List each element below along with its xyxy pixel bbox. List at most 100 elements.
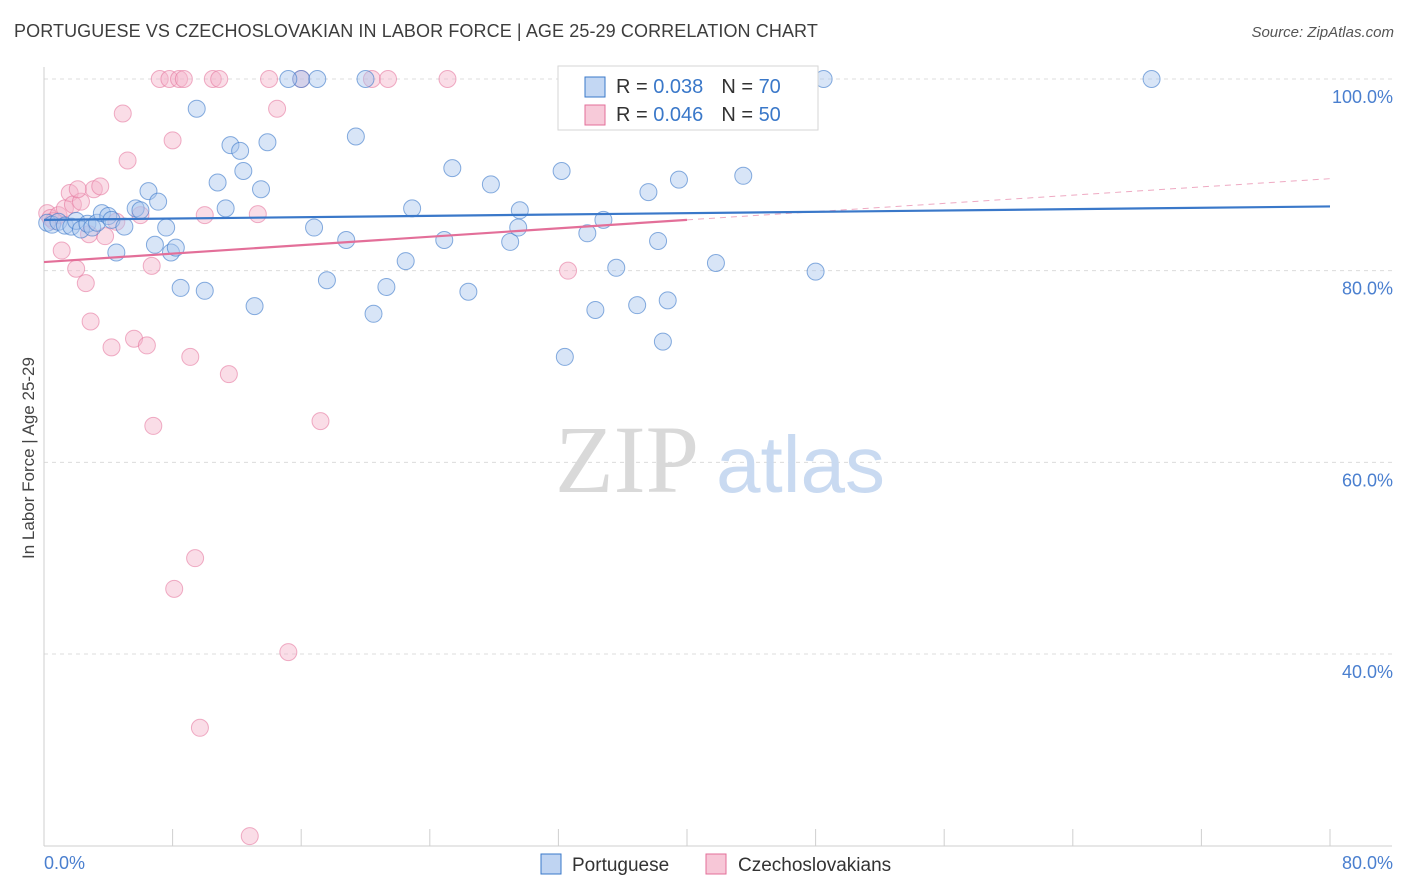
portuguese-point (806, 262, 825, 281)
chart-source: Source: ZipAtlas.com (1251, 24, 1394, 41)
czechoslovakians-point (379, 70, 398, 88)
czechoslovakians-point (240, 827, 259, 846)
portuguese-point (669, 170, 688, 189)
czechoslovakians-point (170, 70, 189, 88)
czechoslovakians-point (163, 131, 182, 150)
czechoslovakians-point (203, 70, 222, 88)
portuguese-point (443, 159, 462, 178)
chart-title: PORTUGUESE VS CZECHOSLOVAKIAN IN LABOR F… (14, 21, 818, 41)
legend-stats-text: R = 0.046 N = 50 (616, 104, 781, 126)
portuguese-point (67, 211, 86, 230)
czechoslovakians-point (160, 70, 179, 88)
czechoslovakians-point (81, 312, 100, 331)
portuguese-point (195, 281, 214, 300)
portuguese-point (435, 231, 454, 249)
y-tick-label: 100.0% (1332, 87, 1393, 107)
portuguese-point (166, 238, 185, 257)
czechoslovakians-point (174, 70, 193, 88)
portuguese-point (607, 258, 626, 277)
czechoslovakians-point (91, 177, 110, 196)
czechoslovakians-point (195, 206, 214, 225)
portuguese-point (658, 291, 677, 310)
czechoslovakians-point (118, 151, 137, 170)
czechoslovakians-point (67, 259, 86, 278)
portuguese-point (187, 99, 206, 118)
legend-swatch (584, 76, 606, 98)
trend-lines (43, 178, 1331, 264)
portuguese-point (305, 218, 324, 237)
czechoslovakians-point (219, 365, 238, 384)
portuguese-point (252, 180, 271, 199)
series-czechoslovakians (38, 70, 578, 846)
czechoslovakians-point (311, 412, 330, 431)
portuguese-point (509, 218, 528, 237)
portuguese-point (208, 173, 227, 192)
czechoslovakians-point (68, 180, 87, 199)
portuguese-point (377, 277, 396, 296)
portuguese-point (157, 218, 176, 237)
portuguese-point (639, 183, 658, 202)
czechoslovakians-point (52, 241, 71, 260)
y-tick-label: 40.0% (1342, 662, 1393, 682)
axes (43, 67, 1392, 847)
czechoslovakians-trend-line (43, 218, 688, 264)
portuguese-point (258, 133, 277, 152)
portuguese-point (510, 201, 529, 220)
portuguese-point (346, 127, 365, 146)
czechoslovakians-point (438, 70, 457, 88)
portuguese-point (459, 282, 478, 301)
portuguese-point (279, 70, 298, 88)
portuguese-point (555, 347, 574, 366)
czechoslovakians-point (186, 549, 205, 568)
portuguese-point (115, 217, 134, 236)
series-portuguese (38, 70, 1161, 366)
stats-legend: R = 0.038 N = 70 R = 0.046 N = 50 (557, 65, 819, 131)
x-tick-label-min: 0.0% (44, 853, 85, 873)
czechoslovakians-point (96, 227, 115, 246)
portuguese-point (308, 70, 327, 88)
portuguese-point (234, 162, 253, 180)
portuguese-point (356, 70, 375, 88)
portuguese-point (231, 141, 250, 160)
czechoslovakians-point (559, 261, 578, 280)
czechoslovakians-point (190, 718, 209, 737)
legend-label-czechoslovakians: Czechoslovakians (738, 855, 891, 876)
czechoslovakians-point (150, 70, 169, 88)
portuguese-point (649, 231, 668, 250)
portuguese-point (586, 300, 605, 319)
legend-stats-text: R = 0.038 N = 70 (616, 76, 781, 98)
portuguese-point (403, 199, 422, 218)
x-tick-label-max: 80.0% (1342, 853, 1393, 873)
y-tick-label: 60.0% (1342, 470, 1393, 490)
czechoslovakians-point (144, 416, 163, 435)
portuguese-trend-line (43, 205, 1331, 221)
portuguese-point (552, 162, 571, 180)
portuguese-point (364, 304, 383, 323)
portuguese-point (653, 332, 672, 351)
watermark-zip: ZIP (555, 406, 699, 513)
portuguese-point (734, 166, 753, 185)
portuguese-point (481, 175, 500, 194)
portuguese-point (292, 70, 311, 88)
watermark-atlas: atlas (716, 420, 885, 509)
portuguese-point (245, 297, 264, 316)
portuguese-point (216, 199, 235, 218)
czechoslovakians-point (362, 70, 381, 88)
portuguese-point (171, 278, 190, 297)
czechoslovakians-point (279, 643, 298, 662)
czechoslovakians-point (76, 274, 95, 293)
portuguese-point (706, 254, 725, 272)
czechoslovakians-point (248, 205, 267, 224)
czechoslovakians-point (165, 579, 184, 598)
czechoslovakians-point (113, 104, 132, 123)
czechoslovakians-trend-extension (686, 178, 1331, 221)
legend-label-portuguese: Portuguese (572, 855, 669, 876)
portuguese-point (628, 296, 647, 315)
czechoslovakians-point (210, 70, 229, 88)
legend-swatch-portuguese (540, 853, 562, 875)
portuguese-point (337, 231, 356, 249)
czechoslovakians-point (268, 99, 287, 118)
portuguese-point (317, 271, 336, 290)
czechoslovakians-point (181, 347, 200, 366)
